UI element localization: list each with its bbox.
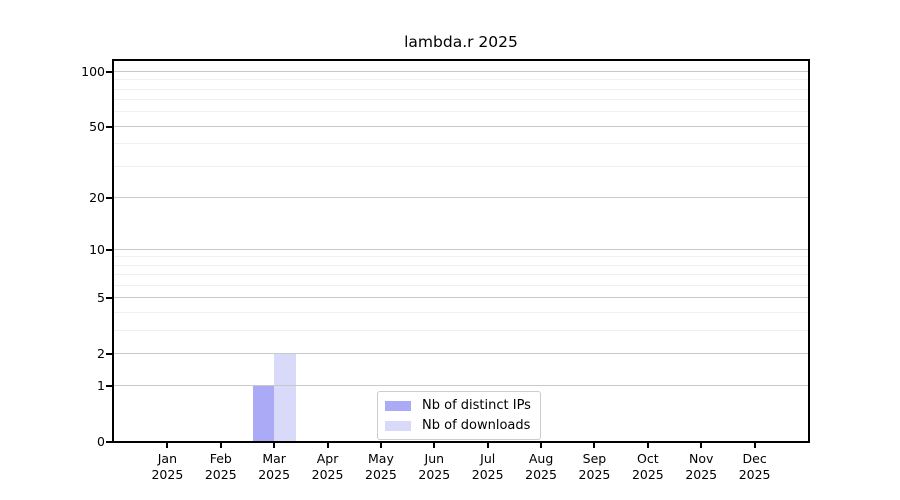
y-tick-label-20: 20 <box>89 189 105 205</box>
gridline-3 <box>114 329 808 331</box>
x-tick-mark-oct <box>646 442 649 448</box>
gridline-6 <box>114 285 808 286</box>
gridline-8 <box>114 264 808 266</box>
gridline-4 <box>114 311 808 313</box>
x-tick-label-nov: Nov 2025 <box>685 451 718 482</box>
gridline-10 <box>114 248 808 250</box>
legend-label-distinct-ips: Nb of distinct IPs <box>422 398 531 413</box>
x-tick-label-oct: Oct 2025 <box>631 451 664 482</box>
gridline-5 <box>114 297 808 299</box>
y-tick-mark-2 <box>106 352 113 355</box>
gridline-20 <box>114 196 808 198</box>
y-tick-mark-10 <box>106 248 113 251</box>
x-tick-mark-jul <box>486 442 489 448</box>
y-tick-label-0: 0 <box>97 434 105 449</box>
gridline-90 <box>114 79 808 81</box>
x-tick-label-mar: Mar 2025 <box>258 451 291 482</box>
y-tick-mark-20 <box>106 196 113 199</box>
y-tick-mark-100 <box>106 71 113 73</box>
x-tick-label-jul: Jul 2025 <box>471 451 504 482</box>
x-tick-mark-jan <box>166 442 169 448</box>
x-tick-mark-apr <box>326 442 329 448</box>
y-tick-mark-5 <box>106 297 113 300</box>
gridline-50 <box>114 125 808 127</box>
x-tick-label-jan: Jan 2025 <box>151 451 184 482</box>
x-tick-label-aug: Aug 2025 <box>525 451 557 482</box>
plot-area <box>112 59 810 443</box>
y-tick-label-5: 5 <box>97 290 105 306</box>
gridline-40 <box>114 143 808 145</box>
y-tick-mark-50 <box>106 125 113 128</box>
legend-row-distinct-ips: Nb of distinct IPs <box>385 398 531 413</box>
bar-downloads-mar <box>274 352 296 441</box>
gridline-70 <box>114 99 808 101</box>
legend-label-downloads: Nb of downloads <box>422 418 531 433</box>
legend: Nb of distinct IPs Nb of downloads <box>377 391 541 440</box>
x-tick-label-dec: Dec 2025 <box>738 451 771 482</box>
y-tick-label-50: 50 <box>89 118 105 134</box>
x-tick-mark-feb <box>219 442 222 448</box>
x-tick-mark-dec <box>753 442 756 448</box>
y-tick-mark-1 <box>106 385 113 388</box>
legend-swatch-distinct-ips <box>385 400 411 411</box>
legend-swatch-downloads <box>385 420 411 431</box>
x-tick-label-apr: Apr 2025 <box>311 451 344 482</box>
x-tick-mark-sep <box>593 442 596 448</box>
x-tick-label-may: May 2025 <box>365 451 397 482</box>
gridline-100 <box>114 71 808 73</box>
x-tick-mark-mar <box>273 442 276 448</box>
gridline-60 <box>114 111 808 113</box>
gridline-30 <box>114 165 808 167</box>
x-tick-label-feb: Feb 2025 <box>204 451 237 482</box>
gridline-80 <box>114 88 808 90</box>
y-tick-label-1: 1 <box>97 378 105 394</box>
x-tick-mark-jun <box>433 442 436 448</box>
gridline-9 <box>114 256 808 258</box>
x-tick-mark-aug <box>540 442 543 448</box>
legend-row-downloads: Nb of downloads <box>385 418 531 433</box>
gridline-7 <box>114 274 808 276</box>
x-tick-mark-nov <box>700 442 703 448</box>
y-tick-label-100: 100 <box>81 64 105 79</box>
x-tick-label-sep: Sep 2025 <box>578 451 611 482</box>
bar-distinct-ips-mar <box>252 385 275 441</box>
y-tick-label-10: 10 <box>89 241 105 257</box>
gridline-1 <box>114 385 808 387</box>
chart-title: lambda.r 2025 <box>404 33 518 51</box>
gridline-2 <box>114 352 808 354</box>
x-tick-label-jun: Jun 2025 <box>418 451 451 482</box>
x-tick-mark-may <box>379 442 382 448</box>
y-tick-mark-0 <box>106 441 113 443</box>
y-tick-label-2: 2 <box>97 345 105 361</box>
